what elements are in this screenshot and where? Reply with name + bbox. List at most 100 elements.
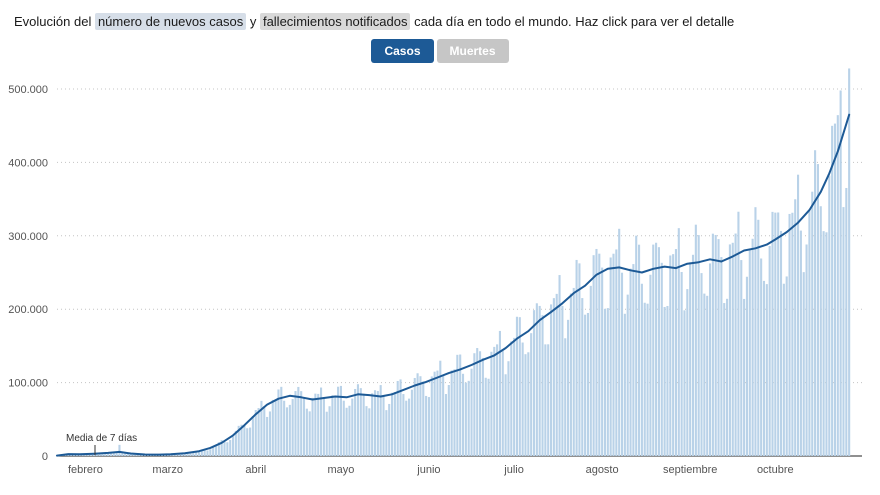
daily-bar — [328, 406, 331, 456]
cases-chart[interactable]: 0 100.000 200.000 300.000 400.000 500.000 febr… — [0, 67, 880, 487]
daily-bar — [734, 233, 737, 456]
daily-bar — [632, 263, 635, 456]
daily-bar — [354, 388, 357, 456]
daily-bar — [251, 415, 254, 456]
daily-bar — [640, 283, 643, 456]
daily-bar — [115, 451, 118, 456]
daily-bar — [294, 390, 297, 456]
daily-bar — [819, 206, 822, 456]
daily-bar — [547, 344, 550, 456]
series-toggle: Casos Muertes — [0, 38, 880, 63]
daily-bar — [501, 350, 504, 456]
title-text: y — [246, 14, 260, 29]
x-tick-label: septiembre — [663, 464, 717, 476]
casos-button[interactable]: Casos — [371, 38, 434, 63]
y-tick-label: 100.000 — [8, 377, 48, 389]
muertes-button[interactable]: Muertes — [436, 38, 509, 63]
daily-bar — [234, 430, 237, 456]
daily-bar — [561, 305, 564, 456]
daily-bar — [98, 452, 101, 456]
daily-bar — [362, 393, 365, 456]
daily-bar — [169, 454, 172, 456]
daily-bar — [186, 453, 189, 456]
daily-bar — [456, 354, 459, 456]
daily-bar — [223, 441, 226, 456]
daily-bar — [356, 384, 360, 456]
daily-bar — [748, 249, 751, 456]
daily-bar — [183, 453, 186, 456]
daily-bar — [470, 368, 473, 456]
daily-bar — [368, 408, 371, 456]
daily-bar — [544, 344, 547, 456]
daily-bar — [762, 280, 766, 456]
daily-bar — [345, 407, 348, 456]
daily-bar — [90, 454, 93, 456]
daily-bar — [484, 377, 487, 456]
daily-bar — [192, 451, 195, 456]
daily-bar — [515, 316, 519, 456]
daily-bar — [425, 395, 428, 456]
daily-bar — [189, 453, 192, 456]
title-text: Evolución del — [14, 14, 95, 29]
daily-bar — [467, 380, 470, 456]
daily-bar — [214, 445, 218, 456]
daily-bar — [535, 303, 538, 456]
daily-bar — [254, 409, 257, 456]
x-tick-label: octubre — [757, 464, 794, 476]
daily-bar — [260, 400, 263, 456]
daily-bar — [567, 319, 570, 456]
daily-bar — [745, 276, 748, 456]
daily-bar — [416, 373, 419, 456]
daily-bar — [581, 297, 584, 456]
daily-bar — [638, 244, 641, 456]
daily-bar — [626, 294, 629, 456]
daily-bar — [180, 453, 183, 456]
daily-bar — [365, 406, 368, 456]
daily-bar — [635, 235, 638, 456]
daily-bar — [680, 271, 683, 456]
daily-bar — [603, 308, 607, 456]
daily-bar — [797, 174, 800, 456]
daily-bar — [808, 210, 811, 456]
daily-bar — [728, 244, 731, 456]
daily-bar — [408, 398, 411, 456]
daily-bar — [442, 375, 445, 456]
daily-bar — [283, 400, 286, 456]
daily-bar — [405, 400, 408, 456]
daily-bar — [774, 212, 777, 456]
daily-bar — [757, 219, 760, 456]
daily-bar — [683, 310, 686, 456]
daily-bar — [831, 125, 834, 456]
daily-bar — [569, 293, 572, 456]
daily-bar — [601, 267, 604, 456]
daily-bar — [717, 238, 720, 456]
daily-bar — [237, 425, 240, 456]
daily-bar — [538, 305, 541, 456]
daily-bar — [473, 353, 476, 456]
title-highlight: fallecimientos notificados — [259, 13, 411, 30]
daily-bar — [802, 272, 805, 456]
daily-bar — [285, 407, 289, 456]
daily-bar — [552, 298, 555, 456]
daily-bar — [288, 404, 291, 456]
y-tick-label: 400.000 — [8, 157, 48, 169]
daily-bar — [427, 396, 430, 456]
daily-bar — [317, 393, 320, 456]
daily-bar — [706, 295, 709, 456]
daily-bar — [166, 454, 169, 456]
daily-bar — [376, 390, 379, 456]
daily-bar — [373, 390, 377, 456]
daily-bar — [132, 453, 135, 456]
daily-bar — [206, 450, 209, 456]
daily-bar — [711, 233, 714, 456]
daily-bar — [461, 373, 465, 456]
daily-bar — [385, 410, 388, 456]
daily-bar — [836, 115, 839, 456]
avg-line — [56, 113, 851, 457]
x-tick-label: agosto — [586, 464, 619, 476]
daily-bar — [791, 212, 794, 456]
daily-bar — [325, 411, 328, 456]
daily-bar — [691, 254, 695, 456]
daily-bar — [481, 357, 484, 456]
daily-bar — [615, 249, 618, 456]
